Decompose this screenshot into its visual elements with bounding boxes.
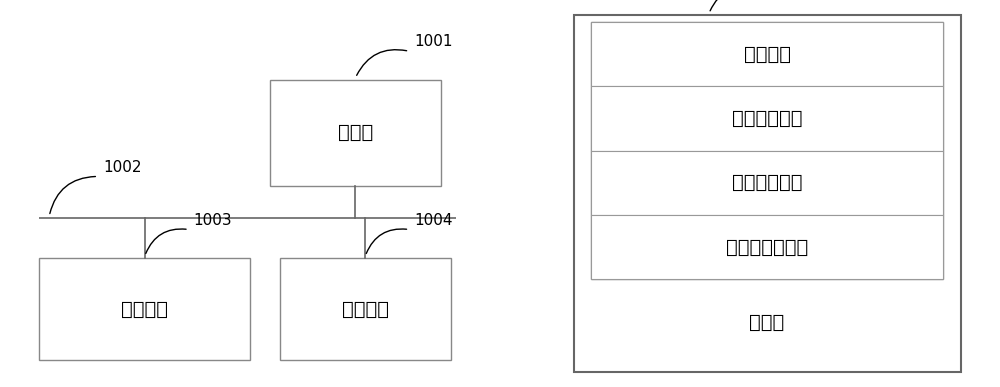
Bar — [574, 15, 961, 372]
Text: 网络通信模块: 网络通信模块 — [732, 109, 802, 128]
Text: 1001: 1001 — [414, 34, 453, 50]
Text: 用户接口: 用户接口 — [121, 300, 168, 319]
Text: 操作系统: 操作系统 — [744, 45, 791, 64]
Bar — [591, 86, 943, 151]
Text: 1003: 1003 — [194, 212, 232, 228]
Bar — [270, 80, 441, 186]
Bar — [591, 22, 943, 86]
Bar — [39, 258, 250, 360]
Text: 存储器: 存储器 — [749, 313, 785, 332]
Text: 1002: 1002 — [103, 159, 142, 175]
Text: 1004: 1004 — [414, 212, 453, 228]
Text: 用户接口模块: 用户接口模块 — [732, 173, 802, 192]
Bar — [591, 151, 943, 215]
Text: 网络接口: 网络接口 — [342, 300, 389, 319]
Bar — [280, 258, 451, 360]
Text: 页面的显示程序: 页面的显示程序 — [726, 238, 808, 257]
Bar — [591, 215, 943, 279]
Bar — [591, 22, 943, 279]
Text: 处理器: 处理器 — [338, 123, 373, 142]
